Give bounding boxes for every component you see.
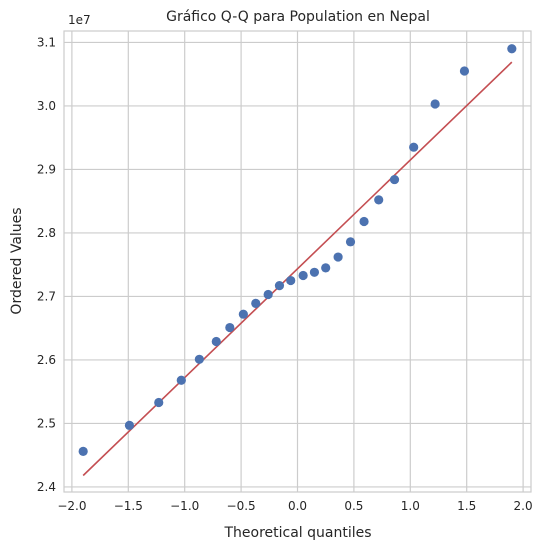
data-point xyxy=(286,275,296,286)
data-point xyxy=(251,298,261,309)
data-point xyxy=(321,263,331,273)
x-axis-label: Theoretical quantiles xyxy=(223,525,371,541)
data-point xyxy=(309,267,320,277)
data-point xyxy=(409,142,419,152)
data-point xyxy=(345,237,356,247)
data-point xyxy=(263,289,273,300)
y-tick-labels: 2.4 2.5 2.6 2.7 2.8 2.9 3.0 3.1 xyxy=(37,35,56,493)
y-offset-label: 1e7 xyxy=(68,13,91,27)
data-point xyxy=(194,354,204,364)
y-tick-label: 2.6 xyxy=(37,353,56,367)
x-tick-label: −2.0 xyxy=(57,499,86,513)
data-point xyxy=(430,99,440,109)
x-tick-label: −1.0 xyxy=(170,499,199,513)
x-tick-label: −1.5 xyxy=(114,499,143,513)
points-group xyxy=(78,44,517,456)
data-point xyxy=(333,252,343,262)
y-tick-label: 3.0 xyxy=(37,99,56,113)
x-tick-label: 2.0 xyxy=(514,499,533,513)
data-point xyxy=(507,44,517,54)
data-point xyxy=(374,195,384,205)
data-point xyxy=(274,281,285,291)
grid xyxy=(64,31,531,492)
y-tick-label: 2.8 xyxy=(37,226,56,240)
data-point xyxy=(459,66,470,76)
data-point xyxy=(298,270,308,281)
data-point xyxy=(124,420,135,430)
data-point xyxy=(389,174,400,185)
fit-line-group xyxy=(82,61,513,477)
data-point xyxy=(211,336,221,347)
plot-frame xyxy=(63,30,532,493)
data-point xyxy=(154,397,164,408)
data-point xyxy=(225,322,235,333)
data-point xyxy=(78,446,88,456)
data-point xyxy=(359,216,369,227)
x-tick-label: 0.0 xyxy=(288,499,307,513)
x-tick-label: 1.0 xyxy=(401,499,420,513)
x-tick-label: −0.5 xyxy=(227,499,256,513)
y-tick-label: 3.1 xyxy=(37,35,56,49)
x-tick-label: 0.5 xyxy=(344,499,363,513)
y-tick-label: 2.9 xyxy=(37,162,56,176)
chart-title: Gráfico Q-Q para Population en Nepal xyxy=(166,9,430,25)
y-tick-label: 2.4 xyxy=(37,480,56,494)
y-axis-label: Ordered Values xyxy=(9,207,25,314)
data-point xyxy=(238,309,248,319)
x-tick-label: 1.5 xyxy=(457,499,476,513)
y-tick-label: 2.7 xyxy=(37,289,56,303)
data-point xyxy=(176,375,186,385)
fit-line xyxy=(82,61,513,477)
x-tick-labels: −2.0 −1.5 −1.0 −0.5 0.0 0.5 1.0 1.5 2.0 xyxy=(57,499,532,513)
y-tick-label: 2.5 xyxy=(37,416,56,430)
